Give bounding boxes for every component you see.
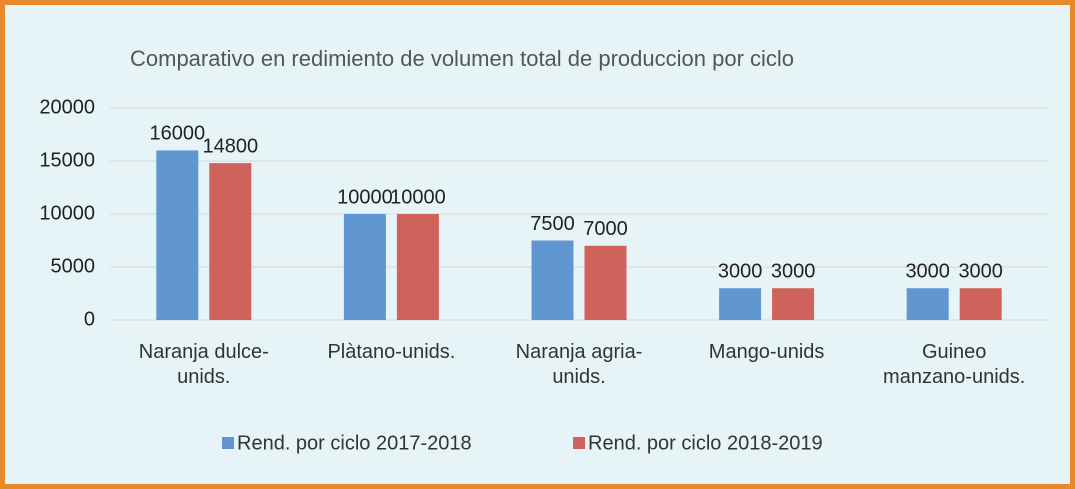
data-label: 7500 <box>530 213 575 235</box>
data-label: 7000 <box>583 218 628 240</box>
bar <box>719 288 762 320</box>
data-label: 3000 <box>718 260 763 282</box>
data-label: 3000 <box>771 260 816 282</box>
bar <box>531 240 574 320</box>
data-label: 16000 <box>149 123 205 145</box>
data-label: 14800 <box>202 135 258 157</box>
y-tick-label: 20000 <box>39 96 95 118</box>
x-tick-label: Naranja agria- unids. <box>515 341 643 388</box>
data-label: 10000 <box>337 186 393 208</box>
legend-swatch <box>573 437 585 449</box>
x-tick-label: Guineo manzano-unids. <box>883 341 1026 388</box>
bar <box>584 245 627 320</box>
data-label: 3000 <box>905 260 950 282</box>
bar <box>343 214 386 320</box>
legend-label: Rend. por ciclo 2018-2019 <box>588 432 823 454</box>
x-tick-label: Mango-unids <box>708 341 825 363</box>
legend-label: Rend. por ciclo 2017-2018 <box>237 432 472 454</box>
bar <box>959 288 1002 320</box>
y-tick-label: 10000 <box>39 202 95 224</box>
data-label: 10000 <box>390 186 446 208</box>
y-tick-label: 15000 <box>39 149 95 171</box>
y-tick-label: 0 <box>84 308 95 330</box>
x-tick-label: Plàtano-unids. <box>327 341 456 363</box>
data-label: 3000 <box>958 260 1003 282</box>
bar <box>396 214 439 320</box>
legend-swatch <box>222 437 234 449</box>
bar <box>209 163 252 320</box>
bar <box>906 288 949 320</box>
chart-title: Comparativo en redimiento de volumen tot… <box>130 46 794 71</box>
bar <box>772 288 815 320</box>
bar <box>156 150 199 320</box>
x-tick-label: Naranja dulce- unids. <box>138 341 269 388</box>
y-tick-label: 5000 <box>51 255 96 277</box>
